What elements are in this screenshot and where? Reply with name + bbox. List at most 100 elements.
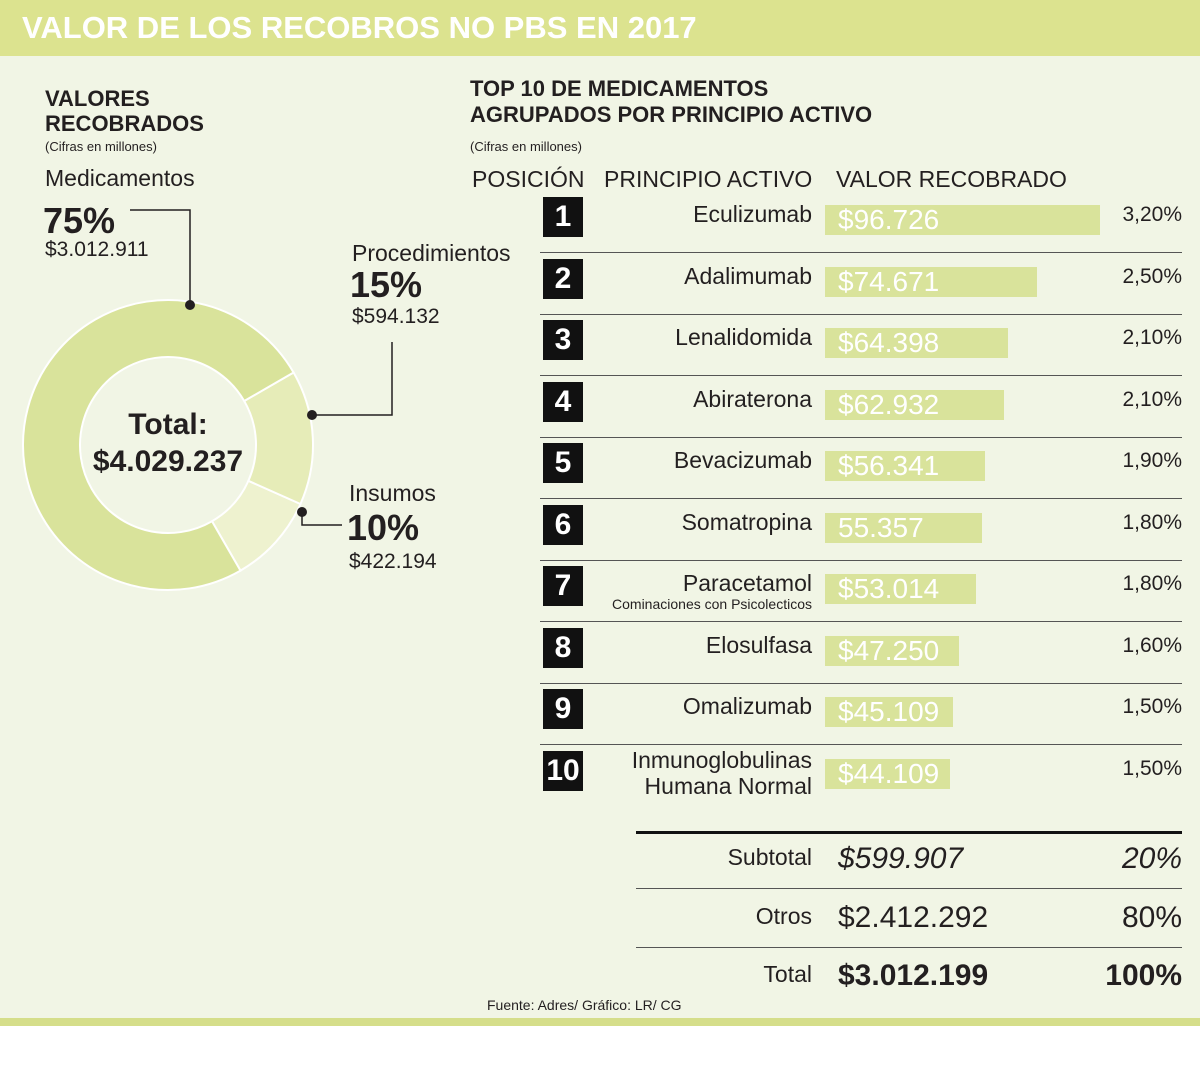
row-separator — [636, 946, 1182, 948]
amount-label: $594.132 — [352, 305, 440, 328]
share-label: 2,10% — [1122, 326, 1182, 349]
bar — [825, 328, 1009, 358]
share-label: 2,50% — [1122, 264, 1182, 288]
leader-line — [312, 342, 393, 416]
center-value: $4.029.237 — [92, 445, 244, 478]
position-box: 10 — [543, 750, 583, 791]
share-label: 1,80% — [1122, 572, 1182, 595]
leader-dot — [297, 507, 307, 517]
category-label: Omalizumab — [682, 693, 812, 719]
row-separator — [540, 744, 1182, 745]
donut-slice — [22, 299, 295, 591]
category-label: Adalimumab — [684, 262, 812, 289]
category-label: Paracetamol — [682, 570, 812, 596]
value-label: 15% — [350, 264, 423, 305]
pie-title: VALORES RECOBRADOS — [45, 86, 204, 136]
page-title: VALOR DE LOS RECOBROS NO PBS EN 2017 — [22, 10, 697, 45]
category-label: Inmunoglobulinas Humana Normal — [631, 746, 812, 799]
pie-subtitle: (Cifras en millones) — [45, 139, 157, 154]
bar — [825, 205, 1100, 235]
bar-value-label: $56.341 — [838, 450, 940, 481]
position-box: 2 — [543, 258, 583, 299]
row-separator — [540, 436, 1182, 438]
position-box: 5 — [543, 443, 583, 483]
bar — [825, 697, 954, 727]
row-separator — [540, 621, 1182, 622]
summary-label: Otros — [755, 902, 812, 929]
category-label: Lenalidomida — [675, 324, 812, 350]
bar — [825, 389, 1004, 420]
summary-value: $3.012.199 — [838, 959, 989, 992]
bar-value-label: $64.398 — [838, 327, 940, 358]
bar-value-label: $47.250 — [838, 634, 940, 666]
bar — [825, 758, 951, 789]
leader-line — [301, 512, 342, 526]
background — [0, 0, 1200, 1020]
header-band — [0, 0, 1200, 56]
bar-value-label: $53.014 — [838, 573, 940, 604]
summary-label: Subtotal — [727, 844, 812, 870]
summary-value: $599.907 — [838, 842, 964, 875]
share-label: 1,80% — [1122, 510, 1182, 534]
category-label: Bevacizumab — [673, 447, 812, 473]
row-separator — [540, 313, 1182, 315]
leader-dot — [185, 300, 195, 310]
amount-label: $3.012.911 — [45, 238, 149, 261]
source: Fuente: Adres/ Gráfico: LR/ CG — [487, 997, 682, 1013]
share-label: 1,50% — [1122, 695, 1182, 718]
summary-share: 80% — [1121, 900, 1182, 934]
bar-value-label: $62.932 — [838, 388, 940, 420]
bar-value-label: $74.671 — [838, 265, 940, 297]
category-label: Abiraterona — [693, 385, 812, 412]
row-separator — [540, 682, 1182, 684]
category-label: Elosulfasa — [705, 631, 812, 658]
row-separator — [540, 498, 1182, 499]
column-header: VALOR RECOBRADO — [836, 166, 1067, 192]
position-box: 8 — [543, 627, 583, 668]
bar — [825, 451, 986, 481]
position-box: 3 — [543, 320, 583, 360]
row-separator — [540, 559, 1182, 561]
position-box: 6 — [543, 504, 583, 545]
share-label: 3,20% — [1122, 203, 1182, 226]
row-separator — [540, 252, 1182, 253]
amount-label: $422.194 — [349, 550, 437, 573]
column-header: POSICIÓN — [472, 166, 585, 192]
category-label: Somatropina — [681, 508, 812, 535]
bar — [825, 512, 983, 543]
bar-value-label: $45.109 — [838, 696, 940, 727]
leader-dot — [307, 410, 317, 420]
bar-value-label: $96.726 — [838, 204, 940, 235]
center-label: Total: — [128, 408, 208, 441]
share-label: 2,10% — [1122, 387, 1182, 411]
summary-value: $2.412.292 — [838, 900, 989, 934]
table-title: TOP 10 DE MEDICAMENTOS AGRUPADOS POR PRI… — [470, 76, 873, 127]
row-separator — [540, 375, 1182, 376]
bar — [825, 635, 960, 666]
category-label: Medicamentos — [45, 165, 195, 191]
summary-share: 20% — [1121, 842, 1182, 875]
row-separator — [636, 888, 1182, 889]
bar-value-label: $44.109 — [838, 757, 940, 789]
bar — [825, 266, 1038, 297]
bar — [825, 574, 976, 604]
share-label: 1,90% — [1122, 449, 1182, 472]
summary-share: 100% — [1105, 959, 1182, 992]
position-box: 1 — [543, 197, 583, 237]
value-label: 75% — [43, 200, 116, 241]
category-label: Insumos — [349, 480, 436, 506]
share-label: 1,50% — [1122, 756, 1182, 780]
table-subtitle: (Cifras en millones) — [470, 139, 582, 154]
summary-label: Total — [763, 961, 812, 987]
position-box: 9 — [543, 689, 583, 729]
position-box: 4 — [543, 381, 583, 422]
category-label: Procedimientos — [352, 240, 511, 266]
share-label: 1,60% — [1122, 633, 1182, 657]
summary-rule — [636, 831, 1182, 834]
value-label: 10% — [347, 507, 420, 548]
position-box: 7 — [543, 566, 583, 606]
leader-line — [130, 209, 191, 305]
footer-band — [0, 1018, 1200, 1026]
